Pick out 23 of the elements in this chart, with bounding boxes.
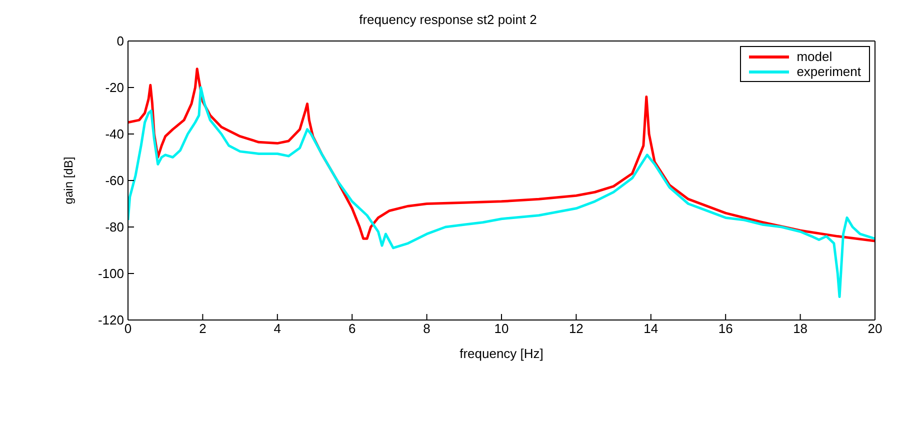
- y-tick-label: 0: [116, 34, 124, 49]
- x-tick-label: 8: [423, 321, 430, 336]
- x-tick-label: 20: [868, 321, 882, 336]
- x-axis-title: frequency [Hz]: [460, 346, 544, 361]
- y-tick-label: -40: [105, 126, 124, 142]
- x-tick-label: 6: [348, 321, 356, 336]
- y-tick-label: -80: [105, 220, 124, 235]
- chart-title: frequency response st2 point 2: [358, 12, 538, 27]
- x-tick-label: 2: [199, 321, 206, 336]
- y-tick-label: -60: [105, 173, 124, 188]
- line-series: [128, 86, 875, 298]
- x-tick-label: 14: [644, 321, 658, 336]
- y-tick-label: -100: [98, 266, 124, 282]
- x-tick-label: 4: [274, 321, 282, 336]
- x-tick-label: 18: [793, 321, 808, 336]
- y-tick-label: -120: [98, 312, 124, 328]
- legend-label: model: [796, 49, 832, 64]
- x-tick-label: 10: [494, 321, 509, 336]
- y-axis-title: gain [dB]: [61, 156, 76, 204]
- y-tick-label: -20: [105, 80, 124, 96]
- legend-label: experiment: [796, 64, 861, 79]
- x-tick-label: 16: [718, 321, 733, 336]
- x-tick-label: 12: [568, 321, 584, 336]
